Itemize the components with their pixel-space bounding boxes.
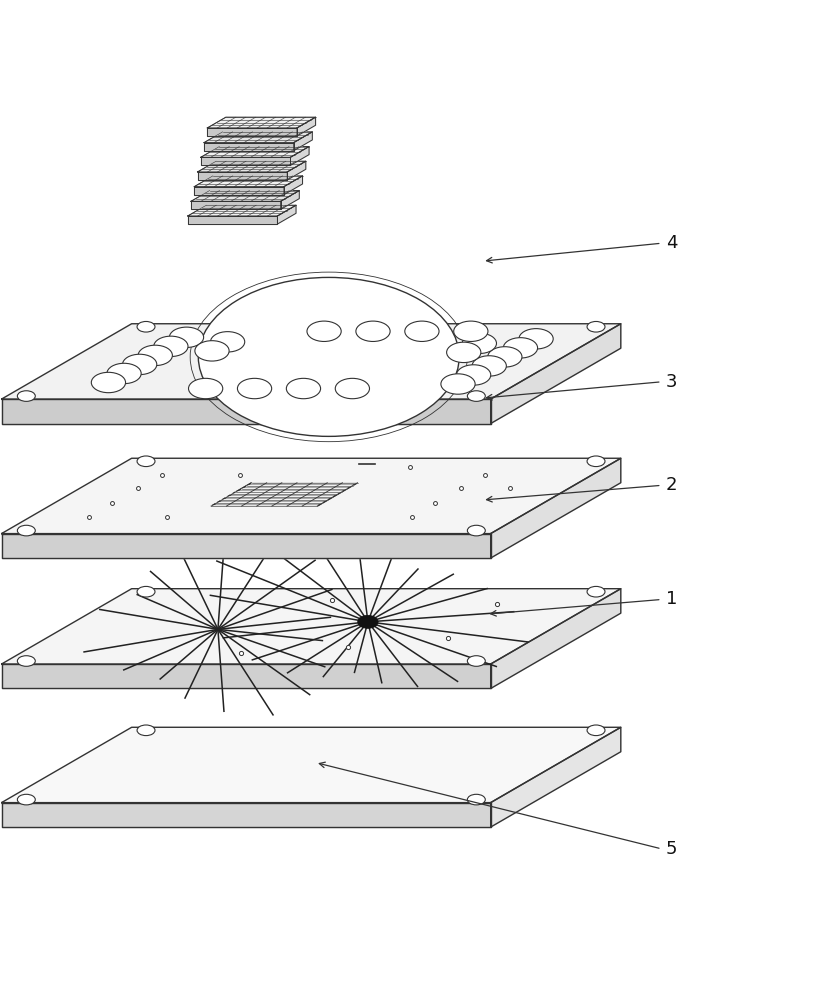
Ellipse shape	[467, 794, 485, 805]
Ellipse shape	[503, 338, 537, 358]
Polygon shape	[200, 147, 309, 157]
Polygon shape	[2, 727, 621, 803]
Polygon shape	[200, 157, 290, 165]
Ellipse shape	[405, 321, 439, 341]
Polygon shape	[290, 147, 309, 165]
Polygon shape	[204, 143, 294, 151]
Ellipse shape	[467, 525, 485, 536]
Polygon shape	[491, 589, 621, 688]
Polygon shape	[197, 172, 287, 180]
Polygon shape	[277, 205, 296, 224]
Polygon shape	[287, 161, 306, 180]
Ellipse shape	[17, 794, 35, 805]
Polygon shape	[194, 176, 303, 187]
Ellipse shape	[137, 586, 155, 597]
Polygon shape	[194, 187, 284, 195]
Polygon shape	[188, 205, 296, 216]
Polygon shape	[207, 128, 297, 136]
Ellipse shape	[587, 321, 605, 332]
Ellipse shape	[357, 615, 378, 628]
Polygon shape	[204, 132, 312, 143]
Ellipse shape	[188, 378, 222, 399]
Ellipse shape	[335, 378, 370, 399]
Ellipse shape	[107, 363, 142, 384]
Ellipse shape	[456, 365, 491, 385]
Ellipse shape	[587, 456, 605, 467]
Ellipse shape	[17, 391, 35, 401]
Ellipse shape	[17, 525, 35, 536]
Ellipse shape	[137, 321, 155, 332]
Polygon shape	[491, 324, 621, 424]
Ellipse shape	[237, 378, 272, 399]
Polygon shape	[188, 216, 277, 224]
Ellipse shape	[519, 329, 553, 349]
Polygon shape	[491, 458, 621, 558]
Polygon shape	[2, 664, 491, 688]
Ellipse shape	[17, 656, 35, 666]
Ellipse shape	[195, 341, 229, 361]
Ellipse shape	[454, 321, 488, 341]
Ellipse shape	[210, 332, 245, 352]
Ellipse shape	[154, 336, 188, 357]
Polygon shape	[294, 132, 312, 151]
Polygon shape	[297, 117, 316, 136]
Ellipse shape	[307, 321, 341, 341]
Ellipse shape	[198, 277, 459, 436]
Polygon shape	[284, 176, 303, 195]
Polygon shape	[491, 727, 621, 827]
Polygon shape	[2, 803, 491, 827]
Ellipse shape	[587, 586, 605, 597]
Ellipse shape	[137, 456, 155, 467]
Ellipse shape	[467, 391, 485, 401]
Text: 4: 4	[666, 234, 677, 252]
Polygon shape	[191, 191, 299, 201]
Polygon shape	[211, 483, 357, 506]
Ellipse shape	[92, 372, 125, 393]
Ellipse shape	[488, 347, 522, 367]
Text: 3: 3	[666, 373, 677, 391]
Text: 1: 1	[666, 590, 677, 608]
Ellipse shape	[137, 725, 155, 736]
Ellipse shape	[587, 725, 605, 736]
Polygon shape	[207, 117, 316, 128]
Polygon shape	[281, 191, 299, 209]
Text: 2: 2	[666, 476, 677, 494]
Polygon shape	[2, 589, 621, 664]
Ellipse shape	[286, 378, 321, 399]
Ellipse shape	[462, 333, 497, 354]
Ellipse shape	[123, 354, 157, 375]
Polygon shape	[191, 201, 281, 209]
Ellipse shape	[356, 321, 390, 341]
Ellipse shape	[467, 656, 485, 666]
Ellipse shape	[472, 356, 506, 376]
Polygon shape	[2, 534, 491, 558]
Polygon shape	[2, 324, 621, 399]
Ellipse shape	[447, 342, 481, 363]
Polygon shape	[2, 458, 621, 534]
Text: 5: 5	[666, 840, 677, 858]
Polygon shape	[2, 399, 491, 424]
Ellipse shape	[169, 327, 204, 347]
Ellipse shape	[441, 374, 475, 394]
Ellipse shape	[138, 345, 173, 366]
Polygon shape	[197, 161, 306, 172]
